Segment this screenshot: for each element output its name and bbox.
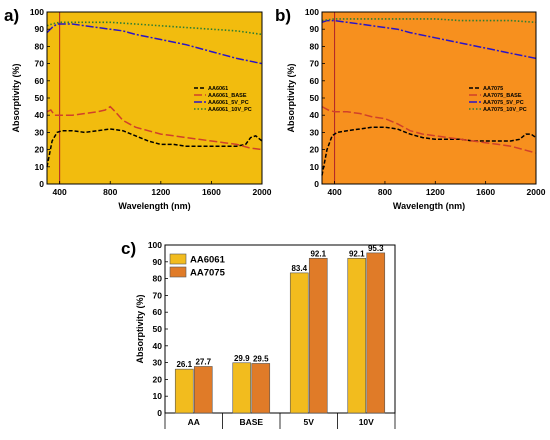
- x-tick-label: 1200: [151, 187, 170, 197]
- legend-label: AA6061: [208, 86, 228, 92]
- x-category-label: AA: [188, 417, 200, 427]
- y-tick-label: 70: [35, 59, 45, 69]
- bar-value-label: 92.1: [349, 249, 365, 258]
- bar-aa7075-aa: [193, 366, 213, 414]
- y-tick-label: 100: [148, 240, 162, 250]
- x-tick-label: 1600: [202, 187, 221, 197]
- bar-value-label: 92.1: [310, 249, 326, 258]
- y-tick-label: 100: [305, 7, 319, 17]
- legend-label: AA7075_10V_PC: [483, 107, 527, 113]
- plot-background: [322, 12, 536, 184]
- x-tick-label: 400: [327, 187, 341, 197]
- legend-label: AA6061_5V_PC: [208, 100, 249, 106]
- x-tick-label: 1200: [426, 187, 445, 197]
- x-tick-label: 800: [103, 187, 117, 197]
- bar-value-label: 83.4: [291, 264, 307, 273]
- y-tick-label: 10: [153, 391, 163, 401]
- legend-label: AA6061_10V_PC: [208, 107, 252, 113]
- y-tick-label: 90: [310, 24, 320, 34]
- line-chart-a: a) 0 10 20 30 40 50 60 70 80 90 100 400 800 1200 1600 20…: [4, 6, 272, 211]
- series-line-aa6061: [46, 128, 263, 167]
- x-category-label: BASE: [239, 417, 263, 427]
- legend-label: AA6061: [190, 255, 226, 266]
- y-tick-label: 50: [310, 93, 320, 103]
- panel-letter: a): [4, 6, 19, 25]
- y-tick-label: 0: [39, 179, 44, 189]
- y-tick-label: 0: [157, 408, 162, 418]
- y-tick-label: 10: [35, 162, 45, 172]
- series-line-aa6061-base: [46, 105, 263, 151]
- panel-letter: c): [121, 239, 136, 258]
- x-tick-label: 1600: [476, 187, 495, 197]
- x-tick-label: 2000: [253, 187, 272, 197]
- series-line-aa6061-10v-pc: [46, 21, 263, 36]
- line-chart-b: b) 0 10 20 30 40 50 60 70 80 90 100 400 800 1200 1600 20…: [275, 6, 546, 211]
- y-tick-label: 20: [35, 145, 45, 155]
- legend-label: AA7075: [190, 268, 226, 279]
- bar-aa6061-10v: [347, 257, 367, 414]
- y-tick-label: 70: [153, 290, 163, 300]
- series-line-aa7075: [321, 126, 537, 176]
- bar-aa7075-10v: [366, 252, 386, 414]
- x-axis-title: Wavelength (nm): [118, 201, 190, 211]
- y-axis-title: Absorptivity (%): [286, 63, 296, 132]
- legend-label: AA7075_BASE: [483, 93, 522, 99]
- y-tick-label: 90: [153, 257, 163, 267]
- panel-letter: b): [275, 6, 291, 25]
- bar-value-label: 29.5: [253, 354, 269, 363]
- x-tick-label: 800: [378, 187, 392, 197]
- y-tick-label: 100: [30, 7, 44, 17]
- legend-label: AA7075_5V_PC: [483, 100, 524, 106]
- y-tick-label: 30: [35, 127, 45, 137]
- y-tick-label: 60: [35, 76, 45, 86]
- bar-aa6061-5v: [289, 272, 309, 414]
- series-line-aa7075-base: [321, 105, 537, 154]
- bar-value-label: 27.7: [195, 357, 211, 366]
- bar-value-label: 26.1: [176, 360, 192, 369]
- bar-aa7075-base: [251, 363, 271, 414]
- y-tick-label: 90: [35, 24, 45, 34]
- y-tick-label: 80: [35, 41, 45, 51]
- y-tick-label: 60: [310, 76, 320, 86]
- y-tick-label: 80: [153, 274, 163, 284]
- x-tick-label: 2000: [527, 187, 546, 197]
- bar-aa6061-aa: [174, 368, 194, 414]
- bar-value-label: 95.3: [368, 244, 384, 253]
- y-tick-label: 40: [153, 341, 163, 351]
- bar-value-label: 29.9: [234, 354, 250, 363]
- y-axis-title: Absorptivity (%): [11, 63, 21, 132]
- x-category-label: 5V: [304, 417, 315, 427]
- legend-swatch: [169, 266, 187, 278]
- y-tick-label: 0: [314, 179, 319, 189]
- y-tick-label: 20: [153, 374, 163, 384]
- series-line-aa6061-5v-pc: [46, 23, 263, 65]
- bar-aa7075-5v: [308, 257, 328, 414]
- bar-aa6061-base: [232, 362, 252, 414]
- series-line-aa7075-5v-pc: [321, 19, 537, 60]
- legend-swatch: [169, 253, 187, 265]
- legend-label: AA6061_BASE: [208, 93, 247, 99]
- y-tick-label: 70: [310, 59, 320, 69]
- series-line-aa7075-10v-pc: [321, 18, 537, 24]
- y-tick-label: 50: [153, 324, 163, 334]
- y-tick-label: 60: [153, 307, 163, 317]
- y-tick-label: 10: [310, 162, 320, 172]
- y-tick-label: 40: [310, 110, 320, 120]
- legend-label: AA7075: [483, 86, 503, 92]
- x-axis-title: Wavelength (nm): [393, 201, 465, 211]
- y-tick-label: 30: [310, 127, 320, 137]
- x-tick-label: 400: [53, 187, 67, 197]
- x-category-label: 10V: [359, 417, 374, 427]
- y-axis-title: Absorptivity (%): [135, 294, 145, 363]
- y-tick-label: 40: [35, 110, 45, 120]
- y-tick-label: 20: [310, 145, 320, 155]
- y-tick-label: 30: [153, 358, 163, 368]
- plot-background: [47, 12, 262, 184]
- y-tick-label: 50: [35, 93, 45, 103]
- y-tick-label: 80: [310, 41, 320, 51]
